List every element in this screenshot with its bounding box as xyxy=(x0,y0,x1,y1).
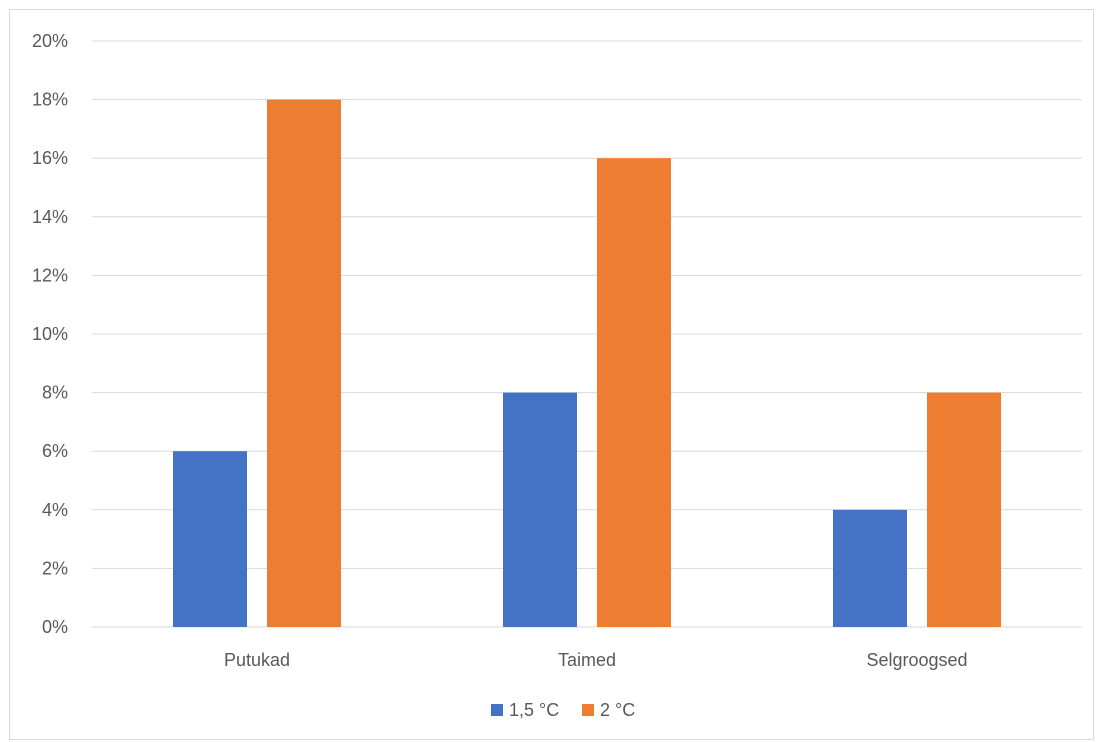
y-tick-label: 0% xyxy=(42,617,68,637)
bar-series-2-taimed xyxy=(597,158,671,627)
y-tick-label: 10% xyxy=(32,324,68,344)
y-tick-label: 2% xyxy=(42,558,68,578)
legend-swatch xyxy=(491,704,503,716)
bar-series-2-putukad xyxy=(267,99,341,628)
y-tick-label: 6% xyxy=(42,441,68,461)
legend-label: 2 °C xyxy=(600,700,635,720)
y-tick-label: 20% xyxy=(32,31,68,51)
y-tick-label: 18% xyxy=(32,90,68,110)
x-tick-label: Selgroogsed xyxy=(866,650,967,670)
bar-series-2-selgroogsed xyxy=(927,392,1001,627)
x-tick-label: Putukad xyxy=(224,650,290,670)
y-tick-label: 16% xyxy=(32,148,68,168)
bar-series-1-putukad xyxy=(173,451,247,627)
y-tick-label: 12% xyxy=(32,265,68,285)
bar-series-1-selgroogsed xyxy=(833,509,907,627)
y-tick-label: 14% xyxy=(32,207,68,227)
y-tick-label: 8% xyxy=(42,383,68,403)
legend-label: 1,5 °C xyxy=(509,700,559,720)
legend-swatch xyxy=(582,704,594,716)
x-tick-label: Taimed xyxy=(558,650,616,670)
bar-series-1-taimed xyxy=(503,392,577,627)
y-tick-label: 4% xyxy=(42,500,68,520)
